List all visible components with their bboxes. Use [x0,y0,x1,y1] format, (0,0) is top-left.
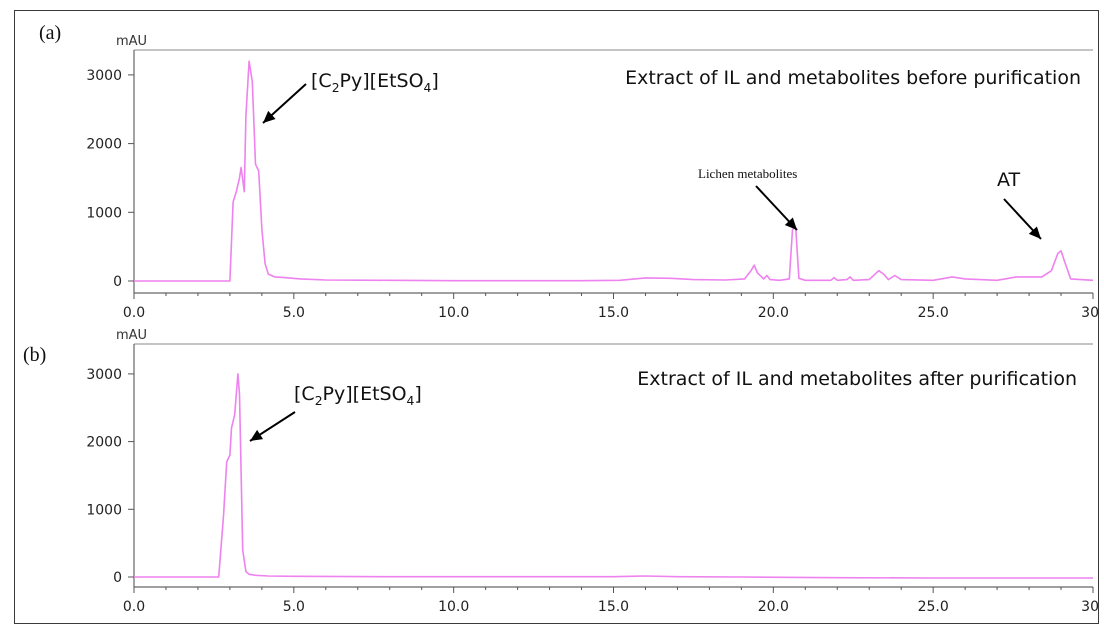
x-tick-label: 0.0 [123,305,145,321]
label-part: ] [431,70,438,92]
annotation-arrow-head [1028,226,1041,239]
y-tick-label: 2000 [86,435,122,451]
x-tick-label: 0.0 [123,599,145,615]
figure-frame: (a) mAU 0 1000 2000 3000 0.0 5.0 10.0 15.0 20.0 25.… [14,10,1099,624]
y-tick-label: 0 [113,274,122,290]
x-tick-label: 10.0 [438,599,469,615]
y-axis-label: mAU [116,34,147,49]
x-tick-label: 10.0 [438,305,469,321]
peak-label: Lichen metabolites [698,166,797,181]
x-tick-label: 20.0 [758,599,789,615]
y-tick-label: 2000 [86,137,122,153]
chromatogram-trace [134,60,1094,282]
y-axis-label: mAU [116,328,147,343]
panel-a: (a) mAU 0 1000 2000 3000 0.0 5.0 10.0 15.0 20.0 25.… [39,22,1099,321]
trace-description: Extract of IL and metabolites before pur… [625,67,1081,89]
y-tick-label: 3000 [86,367,122,383]
peak-label: AT [997,169,1021,191]
x-tick-label: 25.0 [918,305,949,321]
x-tick-label: 5.0 [283,599,305,615]
chromatogram-trace [134,373,1093,579]
y-tick-label: 0 [113,570,122,586]
panel-b: (b) mAU 0 1000 2000 3000 0.0 5.0 10.0 15.0 20.0 25.… [23,328,1099,615]
y-tick-label: 3000 [86,68,122,84]
trace-description: Extract of IL and metabolites after puri… [637,368,1077,390]
subscript: 2 [332,81,340,95]
panel-label: (a) [39,22,61,44]
subscript: 4 [407,394,415,408]
annotation-arrow-head [250,429,264,441]
x-tick-label: 15.0 [598,305,629,321]
y-tick-label: 1000 [86,205,122,221]
annotation-arrow-head [263,110,276,123]
subscript: 4 [424,81,432,95]
panel-label: (b) [23,344,46,366]
peak-label: [C2Py][EtSO4] [294,383,422,408]
y-tick-label: 1000 [86,502,122,518]
x-tick-label: 15.0 [598,599,629,615]
x-tick-label: 30 [1081,599,1099,615]
label-part: ] [414,383,421,405]
subscript: 2 [315,394,323,408]
label-part: [C [294,383,315,405]
x-tick-label: 25.0 [918,599,949,615]
x-tick-label: 5.0 [283,305,305,321]
label-part: Py][EtSO [323,383,407,405]
label-part: [C [311,70,332,92]
x-tick-label: 20.0 [758,305,789,321]
label-part: Py][EtSO [340,70,424,92]
peak-label: [C2Py][EtSO4] [311,70,439,95]
annotation-arrow-head [784,217,797,230]
x-tick-label: 30 [1081,305,1099,321]
